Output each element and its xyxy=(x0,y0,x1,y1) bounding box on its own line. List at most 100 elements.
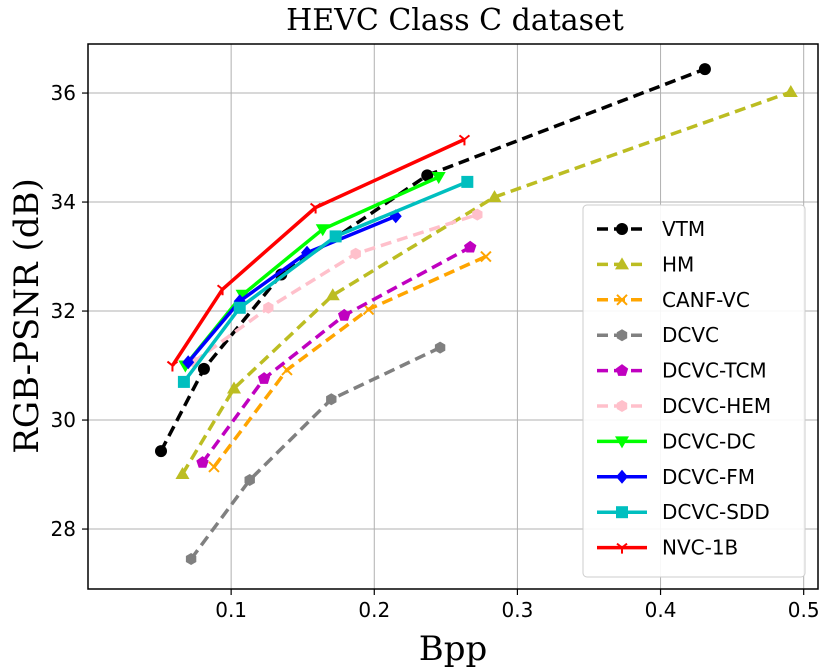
legend-label-dcvc-tcm: DCVC-TCM xyxy=(662,359,767,383)
legend-marker-dcvc-hem xyxy=(616,400,628,412)
x-tick-label: 0.4 xyxy=(645,598,677,622)
legend-entry-canf-vc: CANF-VC xyxy=(597,288,750,312)
data-point-canf-vc xyxy=(208,461,220,473)
y-axis-label: RGB-PSNR (dB) xyxy=(7,178,47,453)
legend-marker-hm xyxy=(615,257,629,270)
legend-marker-nvc-1b xyxy=(616,542,628,554)
data-point-vtm xyxy=(197,362,210,375)
x-tick-label: 0.3 xyxy=(502,598,534,622)
chart-title: HEVC Class C dataset xyxy=(286,3,624,38)
legend-entry-dcvc-hem: DCVC-HEM xyxy=(597,394,771,418)
legend-marker-dcvc-tcm xyxy=(615,364,629,376)
legend-label-dcvc-dc: DCVC-DC xyxy=(662,429,756,453)
series-layer xyxy=(155,63,798,565)
y-tick-label: 36 xyxy=(51,81,76,105)
data-point-dcvc-tcm xyxy=(196,456,209,468)
data-point-canf-vc xyxy=(480,250,492,263)
data-point-dcvc-sdd xyxy=(177,375,190,388)
legend-entry-nvc-1b: NVC-1B xyxy=(597,536,738,560)
legend-marker-vtm xyxy=(616,223,628,235)
data-point-dcvc-hem xyxy=(263,301,274,314)
series-line-dcvc xyxy=(189,346,441,561)
legend: VTM HM CANF-VC DCVC DCVC-TCM DCVC-HEM DCVC-DC D… xyxy=(582,204,806,578)
data-point-hm xyxy=(325,288,340,301)
y-tick-label: 30 xyxy=(51,408,76,432)
series-line-dcvc-hem xyxy=(192,212,478,364)
data-point-dcvc-dc xyxy=(315,224,330,237)
series-dcvc xyxy=(185,341,446,565)
legend-box xyxy=(582,204,806,578)
series-line-dcvc-sdd xyxy=(182,180,468,383)
y-tick-label: 28 xyxy=(51,517,76,541)
data-point-nvc-1b xyxy=(216,284,229,296)
data-point-dcvc xyxy=(434,341,446,354)
legend-label-dcvc-sdd: DCVC-SDD xyxy=(662,500,770,524)
legend-label-dcvc-fm: DCVC-FM xyxy=(662,465,755,489)
data-point-nvc-1b xyxy=(309,202,322,214)
y-tick-label: 32 xyxy=(51,299,76,323)
data-point-dcvc-tcm xyxy=(257,372,271,384)
data-point-canf-vc xyxy=(362,303,375,316)
series-line-nvc-1b xyxy=(171,137,466,367)
axis-ticks: 0.1 0.2 0.3 0.4 0.5 28 30 32 34 36 xyxy=(51,81,820,622)
data-point-dcvc xyxy=(185,553,197,565)
series-line-canf-vc xyxy=(212,254,487,468)
legend-entry-dcvc: DCVC xyxy=(597,323,719,347)
legend-entry-hm: HM xyxy=(597,252,694,276)
data-point-nvc-1b xyxy=(458,134,471,146)
legend-entry-dcvc-tcm: DCVC-TCM xyxy=(597,359,767,383)
series-line-hm xyxy=(181,90,792,475)
data-point-hm xyxy=(783,84,798,97)
data-point-vtm xyxy=(698,63,711,76)
x-tick-label: 0.2 xyxy=(358,598,390,622)
data-point-dcvc-tcm xyxy=(464,240,477,253)
data-point-vtm xyxy=(421,169,434,182)
series-line-dcvc-fm xyxy=(186,214,397,364)
legend-entry-vtm: VTM xyxy=(597,217,705,241)
legend-label-dcvc-hem: DCVC-HEM xyxy=(662,394,771,418)
series-dcvc-tcm xyxy=(196,240,477,468)
data-point-vtm xyxy=(155,445,167,458)
legend-entry-dcvc-fm: DCVC-FM xyxy=(597,465,755,489)
x-axis-label: Bpp xyxy=(419,629,488,667)
legend-label-vtm: VTM xyxy=(662,217,705,241)
data-point-dcvc-dc xyxy=(431,171,446,184)
data-point-hm xyxy=(487,190,502,203)
series-nvc-1b xyxy=(166,134,471,372)
x-tick-label: 0.1 xyxy=(215,598,247,622)
y-tick-label: 34 xyxy=(51,190,76,214)
data-point-hm xyxy=(175,467,190,480)
x-tick-label: 0.5 xyxy=(788,598,820,622)
data-point-dcvc-sdd xyxy=(233,301,246,314)
series-canf-vc xyxy=(208,250,492,473)
data-point-dcvc-sdd xyxy=(329,230,342,243)
data-point-dcvc xyxy=(326,393,337,406)
legend-marker-canf-vc xyxy=(616,294,628,306)
data-point-dcvc-dc xyxy=(235,289,250,302)
series-vtm xyxy=(155,63,711,458)
legend-marker-dcvc-fm xyxy=(616,469,628,484)
legend-entry-dcvc-sdd: DCVC-SDD xyxy=(597,500,770,524)
legend-marker-dcvc-dc xyxy=(615,436,629,449)
data-point-hm xyxy=(227,381,241,394)
data-point-dcvc-tcm xyxy=(338,308,351,321)
legend-marker-dcvc xyxy=(616,329,628,342)
data-point-dcvc-sdd xyxy=(461,175,474,188)
data-point-dcvc xyxy=(244,474,255,486)
data-point-canf-vc xyxy=(281,364,293,376)
legend-label-nvc-1b: NVC-1B xyxy=(662,536,738,560)
series-dcvc-sdd xyxy=(177,175,474,388)
data-point-dcvc-hem xyxy=(350,247,361,260)
data-point-dcvc-hem xyxy=(472,208,483,221)
plot-frame xyxy=(87,43,819,590)
legend-label-hm: HM xyxy=(662,252,694,276)
legend-label-dcvc: DCVC xyxy=(662,323,719,347)
series-hm xyxy=(175,84,798,480)
legend-marker-dcvc-sdd xyxy=(616,506,628,519)
data-point-dcvc-fm xyxy=(182,355,195,370)
series-line-dcvc-tcm xyxy=(201,245,472,464)
legend-label-canf-vc: CANF-VC xyxy=(662,288,750,312)
data-point-nvc-1b xyxy=(166,360,179,372)
legend-entry-dcvc-dc: DCVC-DC xyxy=(597,429,756,453)
